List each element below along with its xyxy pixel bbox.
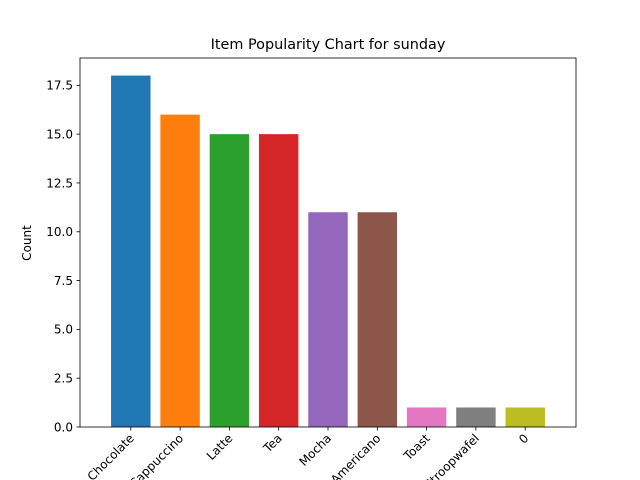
bar-4 [308,212,348,427]
y-tick-label: 17.5 [46,79,73,93]
y-tick-label: 10.0 [46,225,73,239]
bar-5 [357,212,398,427]
bar-6 [406,407,447,427]
bar-2 [209,134,250,427]
bar-3 [258,134,299,427]
bar-7 [456,407,496,427]
bars-group [111,75,545,428]
y-tick-label: 12.5 [46,176,73,190]
bar-0 [111,75,151,427]
chart-title: Item Popularity Chart for sunday [211,37,446,53]
y-axis-ticks: 0.0 2.5 5.0 7.5 10.0 12.5 15.0 17.5 [46,79,80,434]
y-tick-label: 7.5 [54,274,73,288]
bar-1 [160,114,200,428]
y-tick-label: 5.0 [54,323,73,337]
y-tick-label: 0.0 [54,420,73,434]
y-tick-label: 15.0 [46,127,73,141]
y-axis-label: Count [20,225,34,261]
bar-8 [505,407,545,427]
y-tick-label: 2.5 [54,371,73,385]
plot-frame [79,57,577,428]
